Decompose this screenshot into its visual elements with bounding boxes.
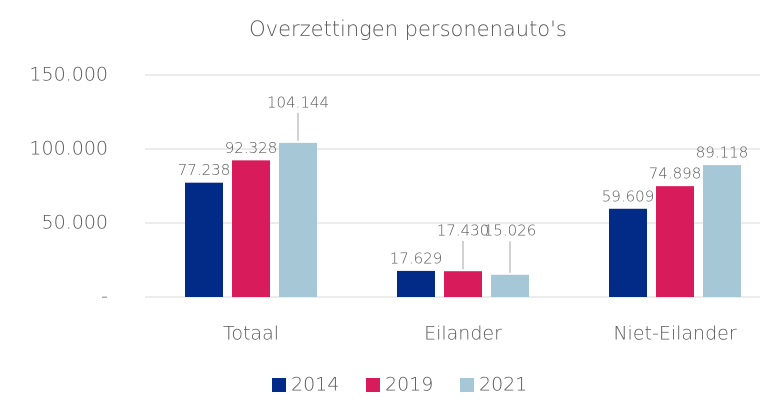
bar	[656, 186, 694, 297]
y-tick-label: 150.000	[29, 64, 108, 86]
value-label: 59.609	[602, 187, 655, 205]
y-tick-label: 100.000	[29, 138, 108, 160]
value-label: 17.629	[390, 249, 443, 267]
bar	[703, 165, 741, 297]
x-tick-label: Niet-Eilander	[613, 323, 736, 345]
bar	[397, 270, 435, 297]
value-label: 89.118	[696, 144, 749, 162]
value-label: 15.026	[484, 222, 537, 240]
y-tick-label: -	[101, 286, 108, 308]
value-label: 92.328	[225, 139, 278, 157]
legend-swatch	[460, 378, 474, 392]
legend-label: 2014	[291, 374, 339, 396]
value-label: 77.238	[178, 161, 231, 179]
bar	[185, 182, 223, 297]
legend-swatch	[272, 378, 286, 392]
bar	[232, 160, 270, 297]
bar	[609, 208, 647, 297]
bar	[444, 271, 482, 297]
bar	[491, 274, 529, 297]
legend-label: 2021	[479, 374, 527, 396]
chart-title: Overzettingen personenauto's	[249, 17, 567, 41]
legend-label: 2019	[385, 374, 433, 396]
bar	[279, 142, 317, 297]
value-label: 17.430	[437, 221, 490, 239]
value-label: 74.898	[649, 165, 702, 183]
y-tick-label: 50.000	[42, 212, 108, 234]
legend-swatch	[366, 378, 380, 392]
x-tick-label: Eilander	[424, 323, 502, 345]
x-tick-label: Totaal	[223, 323, 279, 345]
value-label: 104.144	[267, 93, 329, 111]
